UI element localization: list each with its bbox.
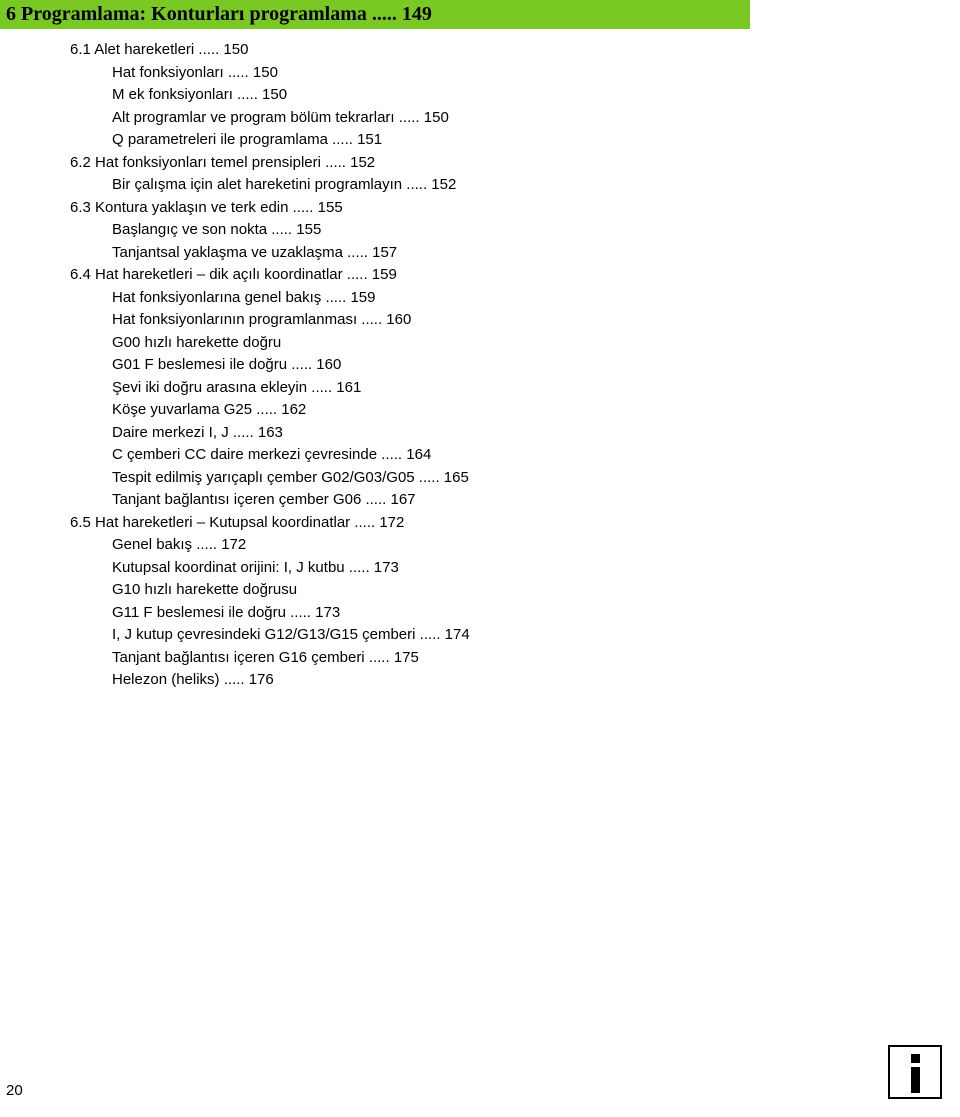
toc-line: G11 F beslemesi ile doğru ..... 173 [112, 602, 960, 625]
toc-line: 6.4 Hat hareketleri – dik açılı koordina… [70, 264, 960, 287]
info-icon-dot [911, 1054, 920, 1063]
toc-line: G10 hızlı harekette doğrusu [112, 579, 960, 602]
toc-line: Helezon (heliks) ..... 176 [112, 669, 960, 692]
toc-line: Hat fonksiyonlarının programlanması ....… [112, 309, 960, 332]
toc-line: Tanjant bağlantısı içeren G16 çemberi ..… [112, 647, 960, 670]
page-number: 20 [6, 1082, 23, 1099]
toc-line: Şevi iki doğru arasına ekleyin ..... 161 [112, 377, 960, 400]
document-page: 6 Programlama: Konturları programlama ..… [0, 0, 960, 1117]
toc-line: Bir çalışma için alet hareketini program… [112, 174, 960, 197]
toc-line: Genel bakış ..... 172 [112, 534, 960, 557]
toc-line: 6.2 Hat fonksiyonları temel prensipleri … [70, 152, 960, 175]
toc-line: 6.1 Alet hareketleri ..... 150 [70, 39, 960, 62]
toc-line: Hat fonksiyonlarına genel bakış ..... 15… [112, 287, 960, 310]
chapter-heading: 6 Programlama: Konturları programlama ..… [0, 3, 432, 25]
info-icon-stem [911, 1067, 920, 1093]
info-icon [888, 1045, 942, 1099]
toc-line: G00 hızlı harekette doğru [112, 332, 960, 355]
toc-line: C çemberi CC daire merkezi çevresinde ..… [112, 444, 960, 467]
toc-line: I, J kutup çevresindeki G12/G13/G15 çemb… [112, 624, 960, 647]
toc-line: Başlangıç ve son nokta ..... 155 [112, 219, 960, 242]
toc-line: Kutupsal koordinat orijini: I, J kutbu .… [112, 557, 960, 580]
chapter-heading-bar: 6 Programlama: Konturları programlama ..… [0, 0, 750, 29]
toc-line: Tanjant bağlantısı içeren çember G06 ...… [112, 489, 960, 512]
toc-line: Daire merkezi I, J ..... 163 [112, 422, 960, 445]
toc-line: 6.5 Hat hareketleri – Kutupsal koordinat… [70, 512, 960, 535]
toc-line: Hat fonksiyonları ..... 150 [112, 62, 960, 85]
toc-line: Köşe yuvarlama G25 ..... 162 [112, 399, 960, 422]
toc-line: Tanjantsal yaklaşma ve uzaklaşma ..... 1… [112, 242, 960, 265]
toc-line: 6.3 Kontura yaklaşın ve terk edin ..... … [70, 197, 960, 220]
toc-line: Alt programlar ve program bölüm tekrarla… [112, 107, 960, 130]
toc-line: Tespit edilmiş yarıçaplı çember G02/G03/… [112, 467, 960, 490]
toc-line: M ek fonksiyonları ..... 150 [112, 84, 960, 107]
toc-content: 6.1 Alet hareketleri ..... 150 Hat fonks… [0, 29, 960, 692]
toc-line: Q parametreleri ile programlama ..... 15… [112, 129, 960, 152]
toc-line: G01 F beslemesi ile doğru ..... 160 [112, 354, 960, 377]
